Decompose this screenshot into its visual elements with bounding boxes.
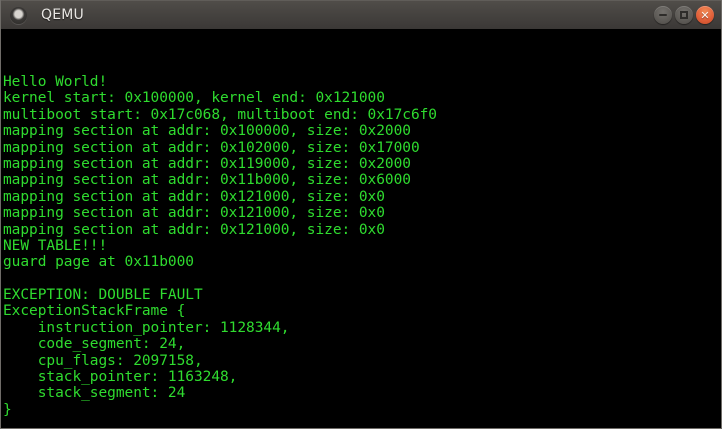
maximize-icon: [680, 11, 688, 19]
console-line: mapping section at addr: 0x121000, size:…: [3, 221, 385, 238]
maximize-button[interactable]: [675, 6, 693, 24]
console-line: mapping section at addr: 0x119000, size:…: [3, 155, 411, 172]
window-title: QEMU: [41, 7, 84, 23]
console-line: [1, 271, 721, 287]
close-button[interactable]: ✕: [696, 6, 714, 24]
console-line: mapping section at addr: 0x11b000, size:…: [3, 172, 411, 189]
console-line: ExceptionStackFrame {: [3, 303, 186, 320]
console-line: stack_segment: 24: [3, 385, 186, 402]
console-line: Hello World!: [3, 74, 108, 90]
console-line: mapping section at addr: 0x121000, size:…: [3, 205, 385, 222]
window-titlebar[interactable]: QEMU ✕: [1, 0, 721, 29]
console-line: mapping section at addr: 0x102000, size:…: [3, 139, 420, 156]
qemu-console-output[interactable]: Hello World! kernel start: 0x100000, kern…: [1, 29, 721, 428]
minimize-button[interactable]: [654, 6, 672, 24]
qemu-circle-icon: [10, 6, 27, 24]
console-line: stack_pointer: 1163248,: [3, 369, 238, 386]
close-icon: ✕: [700, 8, 710, 22]
console-line: NEW TABLE!!!: [3, 237, 108, 254]
console-line: instruction_pointer: 1128344,: [3, 319, 290, 336]
console-line: guard page at 0x11b000: [3, 254, 194, 271]
console-line: cpu_flags: 2097158,: [3, 352, 203, 369]
console-line: mapping section at addr: 0x100000, size:…: [3, 123, 411, 140]
minimize-icon: [659, 14, 667, 16]
console-line: }: [3, 401, 12, 418]
console-line: EXCEPTION: DOUBLE FAULT: [3, 287, 203, 304]
console-line: code_segment: 24,: [3, 336, 186, 353]
console-line: mapping section at addr: 0x121000, size:…: [3, 188, 385, 205]
console-line: multiboot start: 0x17c068, multiboot end…: [3, 106, 437, 123]
console-line: kernel start: 0x100000, kernel end: 0x12…: [3, 90, 385, 107]
window-controls: ✕: [654, 6, 714, 24]
